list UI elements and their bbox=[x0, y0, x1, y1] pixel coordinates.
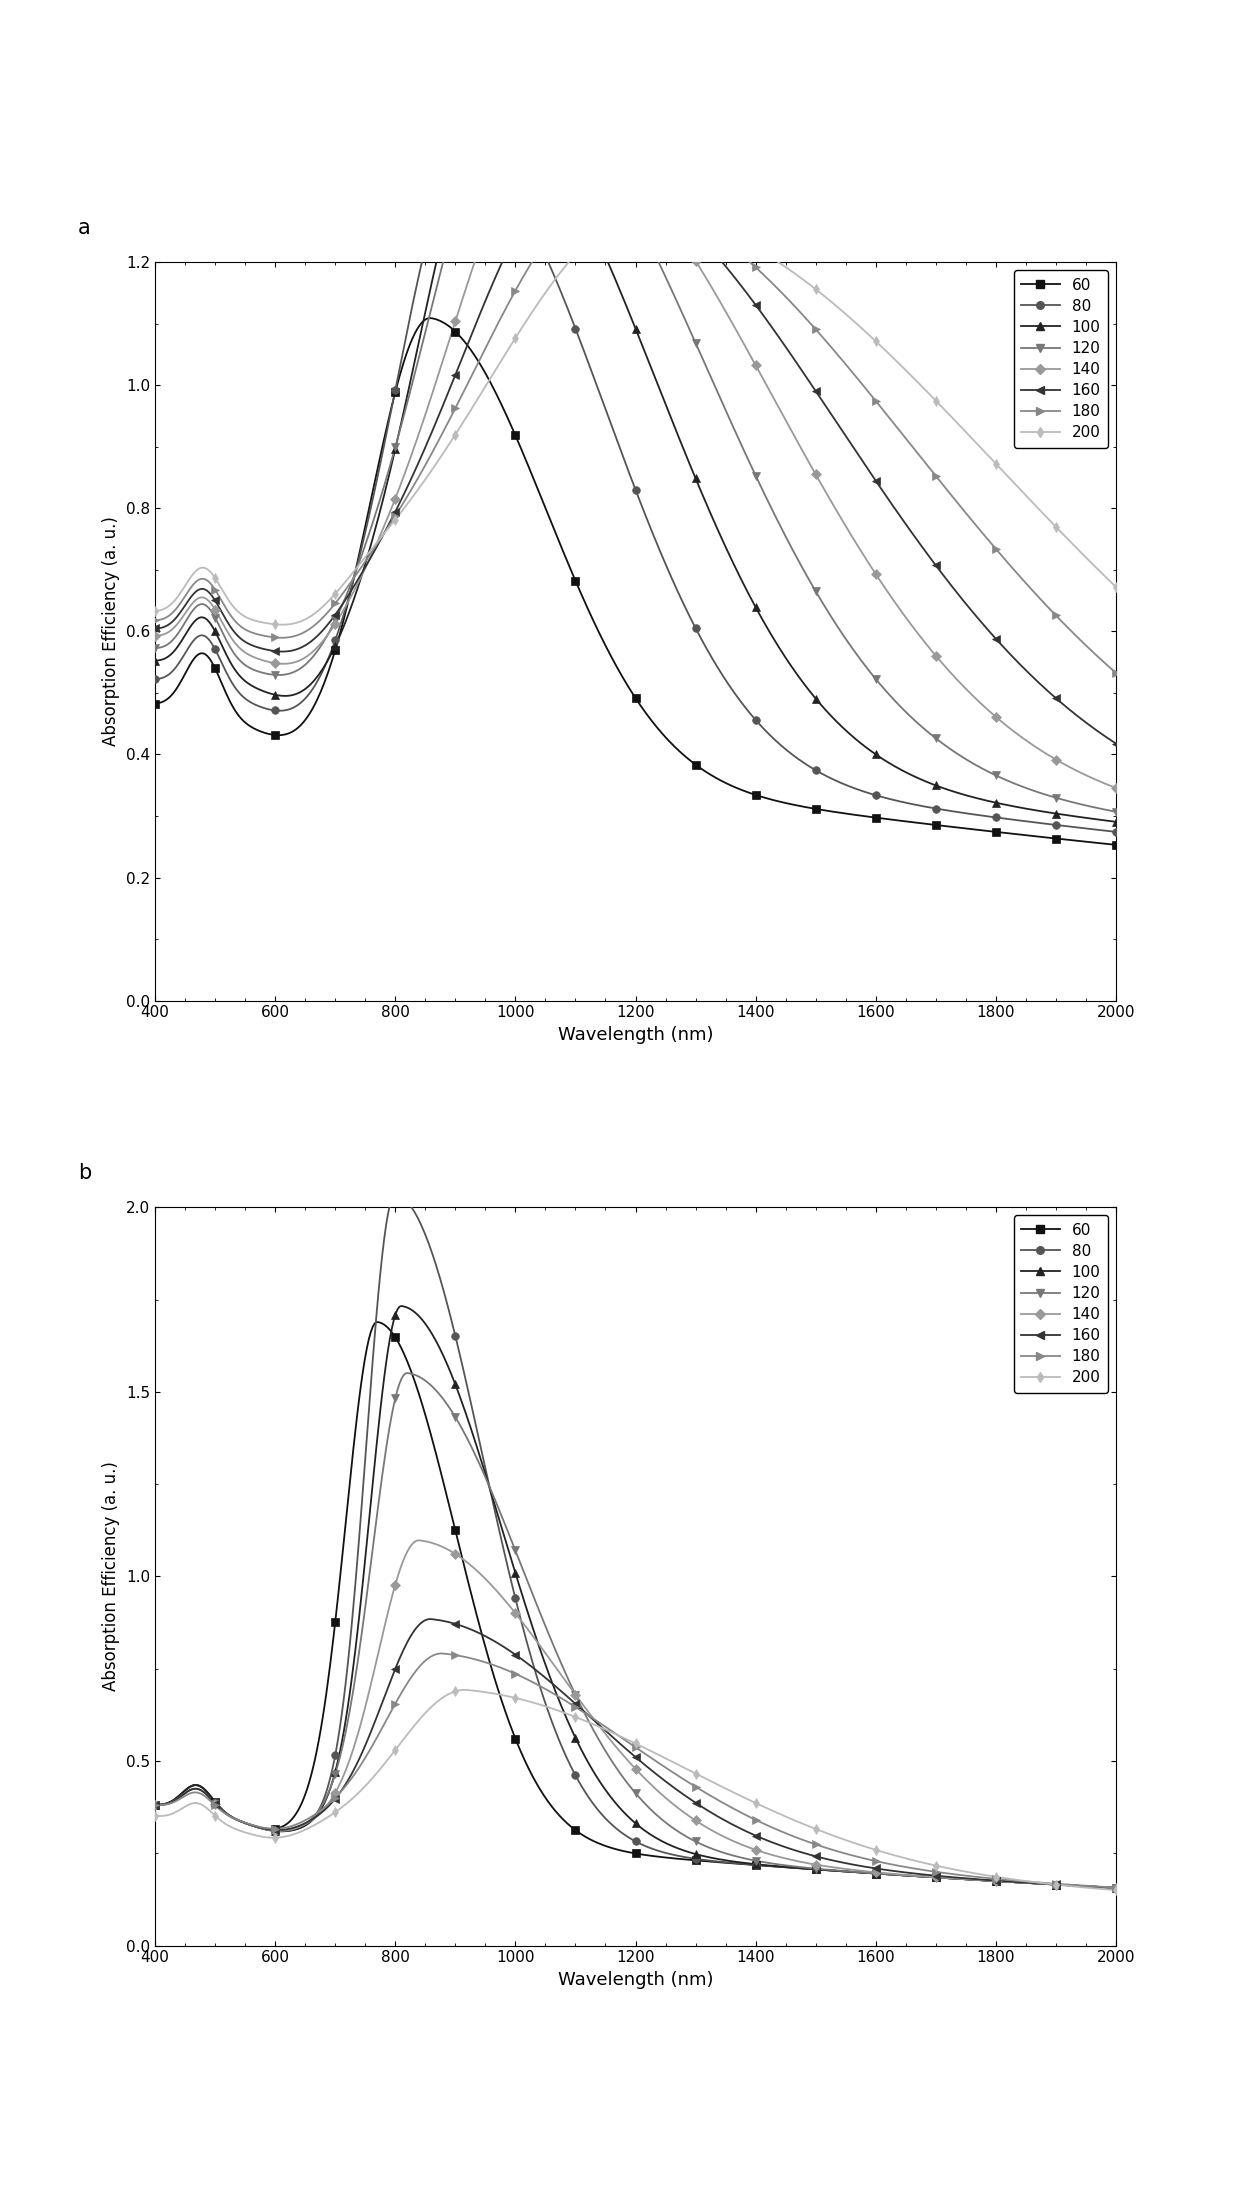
Legend: 60, 80, 100, 120, 140, 160, 180, 200: 60, 80, 100, 120, 140, 160, 180, 200 bbox=[1013, 1215, 1109, 1392]
Text: b: b bbox=[78, 1163, 92, 1183]
Y-axis label: Absorption Efficiency (a. u.): Absorption Efficiency (a. u.) bbox=[103, 516, 120, 745]
X-axis label: Wavelength (nm): Wavelength (nm) bbox=[558, 1972, 713, 1989]
Legend: 60, 80, 100, 120, 140, 160, 180, 200: 60, 80, 100, 120, 140, 160, 180, 200 bbox=[1013, 269, 1109, 448]
Y-axis label: Absorption Efficiency (a. u.): Absorption Efficiency (a. u.) bbox=[103, 1462, 120, 1692]
X-axis label: Wavelength (nm): Wavelength (nm) bbox=[558, 1025, 713, 1045]
Text: a: a bbox=[78, 219, 91, 238]
